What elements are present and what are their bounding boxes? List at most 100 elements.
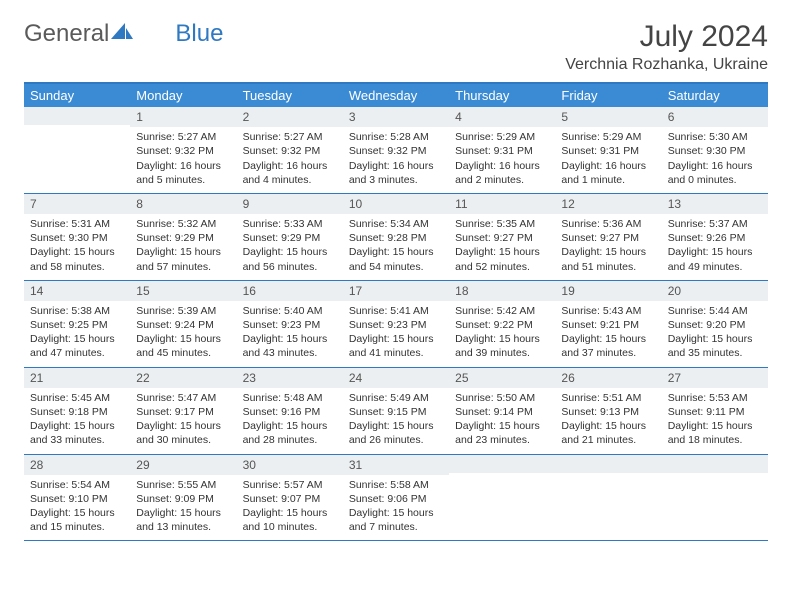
day-data: Sunrise: 5:30 AMSunset: 9:30 PMDaylight:… — [662, 127, 768, 193]
day-data: Sunrise: 5:38 AMSunset: 9:25 PMDaylight:… — [24, 301, 130, 367]
sunrise-label: Sunrise: 5:32 AM — [136, 217, 230, 231]
daylight-label: and 3 minutes. — [349, 173, 443, 187]
day-cell: 19Sunrise: 5:43 AMSunset: 9:21 PMDayligh… — [555, 281, 661, 367]
day-data: Sunrise: 5:40 AMSunset: 9:23 PMDaylight:… — [237, 301, 343, 367]
day-cell: 3 Sunrise: 5:28 AMSunset: 9:32 PMDaylight… — [343, 107, 449, 193]
daylight-label: Daylight: 15 hours — [349, 332, 443, 346]
weekday-header: Sunday — [24, 84, 130, 107]
daylight-label: and 39 minutes. — [455, 346, 549, 360]
daylight-label: Daylight: 15 hours — [349, 506, 443, 520]
day-number: 1 — [130, 107, 236, 127]
day-number: 30 — [237, 455, 343, 475]
sunset-label: Sunset: 9:32 PM — [136, 144, 230, 158]
day-number — [449, 455, 555, 473]
sunrise-label: Sunrise: 5:49 AM — [349, 391, 443, 405]
daylight-label: Daylight: 15 hours — [136, 506, 230, 520]
weekday-header: Wednesday — [343, 84, 449, 107]
day-number: 4 — [449, 107, 555, 127]
sunset-label: Sunset: 9:30 PM — [668, 144, 762, 158]
day-cell: 4Sunrise: 5:29 AMSunset: 9:31 PMDaylight… — [449, 107, 555, 193]
sail-icon — [111, 20, 133, 48]
daylight-label: Daylight: 15 hours — [668, 332, 762, 346]
daylight-label: and 28 minutes. — [243, 433, 337, 447]
week-row: 28Sunrise: 5:54 AMSunset: 9:10 PMDayligh… — [24, 455, 768, 542]
sunset-label: Sunset: 9:32 PM — [349, 144, 443, 158]
daylight-label: and 10 minutes. — [243, 520, 337, 534]
day-number: 21 — [24, 368, 130, 388]
day-number: 19 — [555, 281, 661, 301]
sunset-label: Sunset: 9:09 PM — [136, 492, 230, 506]
daylight-label: Daylight: 16 hours — [349, 159, 443, 173]
day-number: 14 — [24, 281, 130, 301]
daylight-label: Daylight: 16 hours — [243, 159, 337, 173]
day-number: 3 — [343, 107, 449, 127]
sunrise-label: Sunrise: 5:35 AM — [455, 217, 549, 231]
sunrise-label: Sunrise: 5:51 AM — [561, 391, 655, 405]
day-cell: 24Sunrise: 5:49 AMSunset: 9:15 PMDayligh… — [343, 368, 449, 454]
daylight-label: Daylight: 16 hours — [561, 159, 655, 173]
daylight-label: Daylight: 15 hours — [243, 245, 337, 259]
day-number: 17 — [343, 281, 449, 301]
sunset-label: Sunset: 9:06 PM — [349, 492, 443, 506]
sunrise-label: Sunrise: 5:44 AM — [668, 304, 762, 318]
day-cell: 27Sunrise: 5:53 AMSunset: 9:11 PMDayligh… — [662, 368, 768, 454]
sunset-label: Sunset: 9:29 PM — [243, 231, 337, 245]
daylight-label: and 58 minutes. — [30, 260, 124, 274]
day-data: Sunrise: 5:36 AMSunset: 9:27 PMDaylight:… — [555, 214, 661, 280]
daylight-label: and 35 minutes. — [668, 346, 762, 360]
day-number: 2 — [237, 107, 343, 127]
day-data: Sunrise: 5:39 AMSunset: 9:24 PMDaylight:… — [130, 301, 236, 367]
day-number: 18 — [449, 281, 555, 301]
daylight-label: and 43 minutes. — [243, 346, 337, 360]
sunset-label: Sunset: 9:07 PM — [243, 492, 337, 506]
sunrise-label: Sunrise: 5:33 AM — [243, 217, 337, 231]
day-number: 31 — [343, 455, 449, 475]
day-cell — [24, 107, 130, 193]
day-number: 23 — [237, 368, 343, 388]
day-number: 10 — [343, 194, 449, 214]
day-data: Sunrise: 5:47 AMSunset: 9:17 PMDaylight:… — [130, 388, 236, 454]
daylight-label: Daylight: 15 hours — [668, 419, 762, 433]
day-cell: 22Sunrise: 5:47 AMSunset: 9:17 PMDayligh… — [130, 368, 236, 454]
day-number: 16 — [237, 281, 343, 301]
daylight-label: and 45 minutes. — [136, 346, 230, 360]
daylight-label: and 49 minutes. — [668, 260, 762, 274]
daylight-label: and 54 minutes. — [349, 260, 443, 274]
daylight-label: Daylight: 15 hours — [455, 419, 549, 433]
header: General Blue July 2024 Verchnia Rozhanka… — [24, 20, 768, 74]
sunset-label: Sunset: 9:10 PM — [30, 492, 124, 506]
sunset-label: Sunset: 9:18 PM — [30, 405, 124, 419]
weekday-header: Friday — [555, 84, 661, 107]
daylight-label: Daylight: 15 hours — [561, 419, 655, 433]
weekday-header: Thursday — [449, 84, 555, 107]
day-data: Sunrise: 5:54 AMSunset: 9:10 PMDaylight:… — [24, 475, 130, 541]
day-cell: 14Sunrise: 5:38 AMSunset: 9:25 PMDayligh… — [24, 281, 130, 367]
daylight-label: Daylight: 15 hours — [136, 332, 230, 346]
daylight-label: Daylight: 15 hours — [561, 332, 655, 346]
daylight-label: and 2 minutes. — [455, 173, 549, 187]
day-number: 22 — [130, 368, 236, 388]
daylight-label: Daylight: 15 hours — [30, 506, 124, 520]
day-data: Sunrise: 5:49 AMSunset: 9:15 PMDaylight:… — [343, 388, 449, 454]
sunrise-label: Sunrise: 5:27 AM — [243, 130, 337, 144]
day-number: 11 — [449, 194, 555, 214]
daylight-label: and 30 minutes. — [136, 433, 230, 447]
day-cell: 11Sunrise: 5:35 AMSunset: 9:27 PMDayligh… — [449, 194, 555, 280]
sunrise-label: Sunrise: 5:28 AM — [349, 130, 443, 144]
day-cell: 20Sunrise: 5:44 AMSunset: 9:20 PMDayligh… — [662, 281, 768, 367]
weekday-header: Tuesday — [237, 84, 343, 107]
weekday-header: Saturday — [662, 84, 768, 107]
sunrise-label: Sunrise: 5:58 AM — [349, 478, 443, 492]
daylight-label: and 21 minutes. — [561, 433, 655, 447]
day-data: Sunrise: 5:55 AMSunset: 9:09 PMDaylight:… — [130, 475, 236, 541]
day-cell: 5Sunrise: 5:29 AMSunset: 9:31 PMDaylight… — [555, 107, 661, 193]
daylight-label: Daylight: 15 hours — [349, 245, 443, 259]
sunrise-label: Sunrise: 5:41 AM — [349, 304, 443, 318]
day-data: Sunrise: 5:27 AMSunset: 9:32 PMDaylight:… — [237, 127, 343, 193]
sunrise-label: Sunrise: 5:30 AM — [668, 130, 762, 144]
daylight-label: and 41 minutes. — [349, 346, 443, 360]
daylight-label: and 4 minutes. — [243, 173, 337, 187]
daylight-label: and 15 minutes. — [30, 520, 124, 534]
day-cell: 21Sunrise: 5:45 AMSunset: 9:18 PMDayligh… — [24, 368, 130, 454]
day-cell: 1Sunrise: 5:27 AMSunset: 9:32 PMDaylight… — [130, 107, 236, 193]
